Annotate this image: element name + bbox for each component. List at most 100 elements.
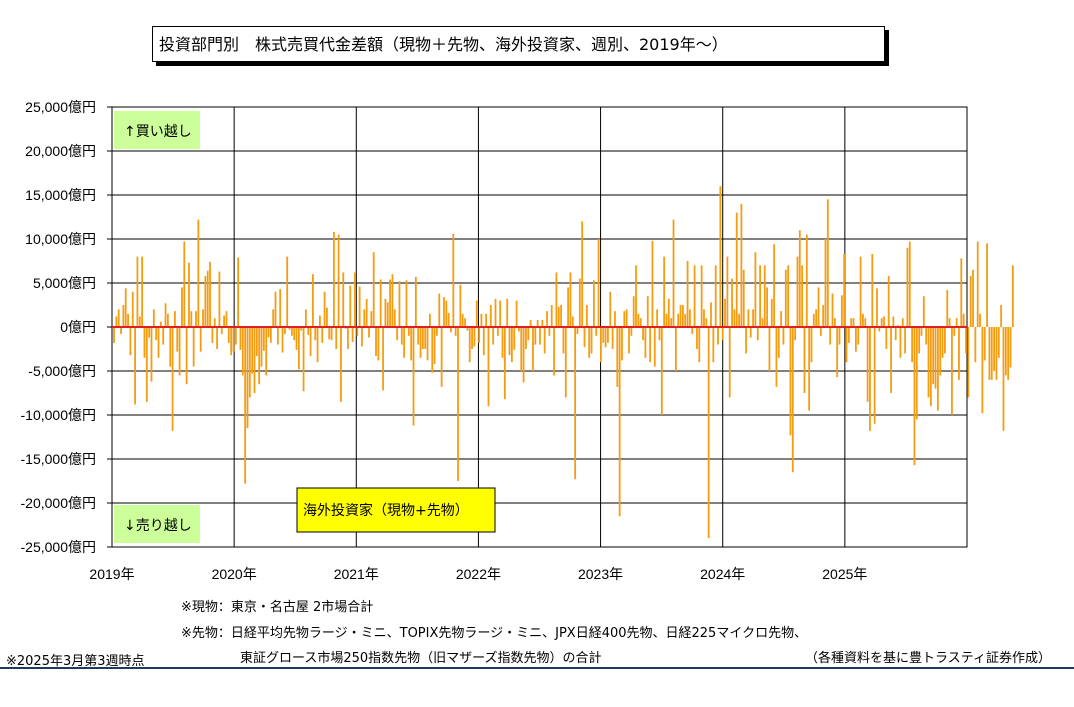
bar bbox=[302, 327, 305, 392]
bar bbox=[997, 327, 1000, 358]
bar bbox=[974, 327, 977, 363]
bar bbox=[686, 261, 689, 327]
bar bbox=[375, 327, 377, 357]
bar bbox=[532, 327, 534, 371]
bar bbox=[618, 327, 621, 517]
bar bbox=[637, 313, 640, 327]
bar bbox=[539, 327, 541, 345]
bar bbox=[562, 327, 565, 354]
bar bbox=[887, 275, 890, 327]
bar bbox=[384, 298, 387, 327]
bar bbox=[623, 311, 626, 327]
bar bbox=[372, 252, 375, 327]
bar bbox=[967, 327, 970, 398]
bar bbox=[845, 327, 848, 363]
bar bbox=[810, 327, 813, 363]
bar bbox=[506, 298, 509, 327]
bar bbox=[642, 327, 644, 341]
bar bbox=[780, 311, 783, 327]
x-tick-label: 2024年 bbox=[700, 566, 745, 582]
bar bbox=[354, 272, 356, 327]
bar bbox=[583, 327, 586, 348]
bar bbox=[817, 287, 820, 327]
bar bbox=[759, 265, 761, 327]
note-source: （各種資料を基に豊トラスティ証券作成） bbox=[805, 651, 1051, 666]
bar bbox=[319, 315, 321, 327]
x-tick-label: 2022年 bbox=[456, 566, 501, 582]
bar bbox=[782, 327, 785, 345]
bar bbox=[370, 311, 373, 327]
bar bbox=[604, 327, 607, 348]
bar bbox=[410, 327, 413, 361]
bar bbox=[658, 327, 661, 341]
bar bbox=[239, 327, 242, 350]
bar bbox=[438, 293, 441, 327]
bar bbox=[202, 309, 204, 327]
y-tick-label: 5,000億円 bbox=[33, 275, 96, 291]
bar bbox=[475, 300, 478, 327]
bar bbox=[417, 327, 420, 345]
bar bbox=[480, 313, 483, 327]
bar bbox=[773, 244, 776, 327]
bar bbox=[714, 265, 717, 327]
bar bbox=[576, 327, 579, 335]
bar bbox=[857, 327, 860, 345]
bar bbox=[567, 287, 570, 327]
bar bbox=[227, 327, 230, 343]
bar bbox=[550, 305, 553, 327]
bar bbox=[445, 300, 448, 327]
bar bbox=[738, 313, 740, 327]
bar bbox=[852, 318, 855, 327]
bar bbox=[171, 327, 174, 431]
bar bbox=[117, 309, 120, 327]
x-tick-label: 2025年 bbox=[822, 566, 867, 582]
bar bbox=[592, 280, 595, 327]
bar bbox=[972, 269, 974, 327]
bar bbox=[665, 313, 668, 327]
bar bbox=[728, 327, 731, 398]
bar bbox=[496, 327, 499, 336]
chart-title: 投資部門別 株式売買代金差額（現物＋先物、海外投資家、週別、2019年～） bbox=[152, 26, 885, 62]
bar bbox=[365, 298, 368, 327]
bar bbox=[349, 285, 352, 327]
bar bbox=[630, 327, 633, 336]
bar bbox=[833, 318, 836, 327]
bar bbox=[414, 276, 417, 327]
bar bbox=[791, 327, 794, 473]
bar bbox=[279, 289, 282, 327]
y-tick-label: -5,000億円 bbox=[28, 363, 96, 379]
bar bbox=[836, 327, 839, 378]
bar bbox=[993, 327, 996, 371]
bar bbox=[777, 327, 780, 358]
bar bbox=[859, 256, 862, 327]
bar bbox=[386, 302, 389, 327]
sell-label-bg bbox=[114, 505, 200, 543]
bar bbox=[419, 327, 422, 358]
bar bbox=[433, 327, 436, 364]
bar bbox=[571, 316, 574, 327]
bar bbox=[607, 327, 609, 343]
bar bbox=[749, 327, 752, 338]
bar bbox=[965, 327, 967, 354]
bar bbox=[400, 327, 403, 345]
y-tick-label: -10,000億円 bbox=[21, 407, 96, 423]
bar bbox=[204, 275, 207, 327]
y-tick-label: 10,000億円 bbox=[25, 231, 96, 247]
bar bbox=[450, 327, 452, 333]
bar bbox=[421, 327, 424, 349]
bar bbox=[127, 313, 129, 327]
bar bbox=[328, 327, 331, 340]
bar bbox=[546, 311, 548, 327]
bar bbox=[377, 327, 380, 361]
bar bbox=[152, 309, 155, 327]
bar bbox=[674, 327, 677, 371]
bar bbox=[407, 327, 410, 336]
bar bbox=[740, 203, 743, 327]
bar bbox=[936, 327, 939, 411]
bar bbox=[766, 287, 768, 327]
bar bbox=[883, 316, 885, 327]
bar bbox=[297, 327, 300, 370]
y-tick-label: -20,000億円 bbox=[21, 495, 96, 511]
bar bbox=[461, 313, 464, 327]
bar bbox=[712, 327, 715, 363]
